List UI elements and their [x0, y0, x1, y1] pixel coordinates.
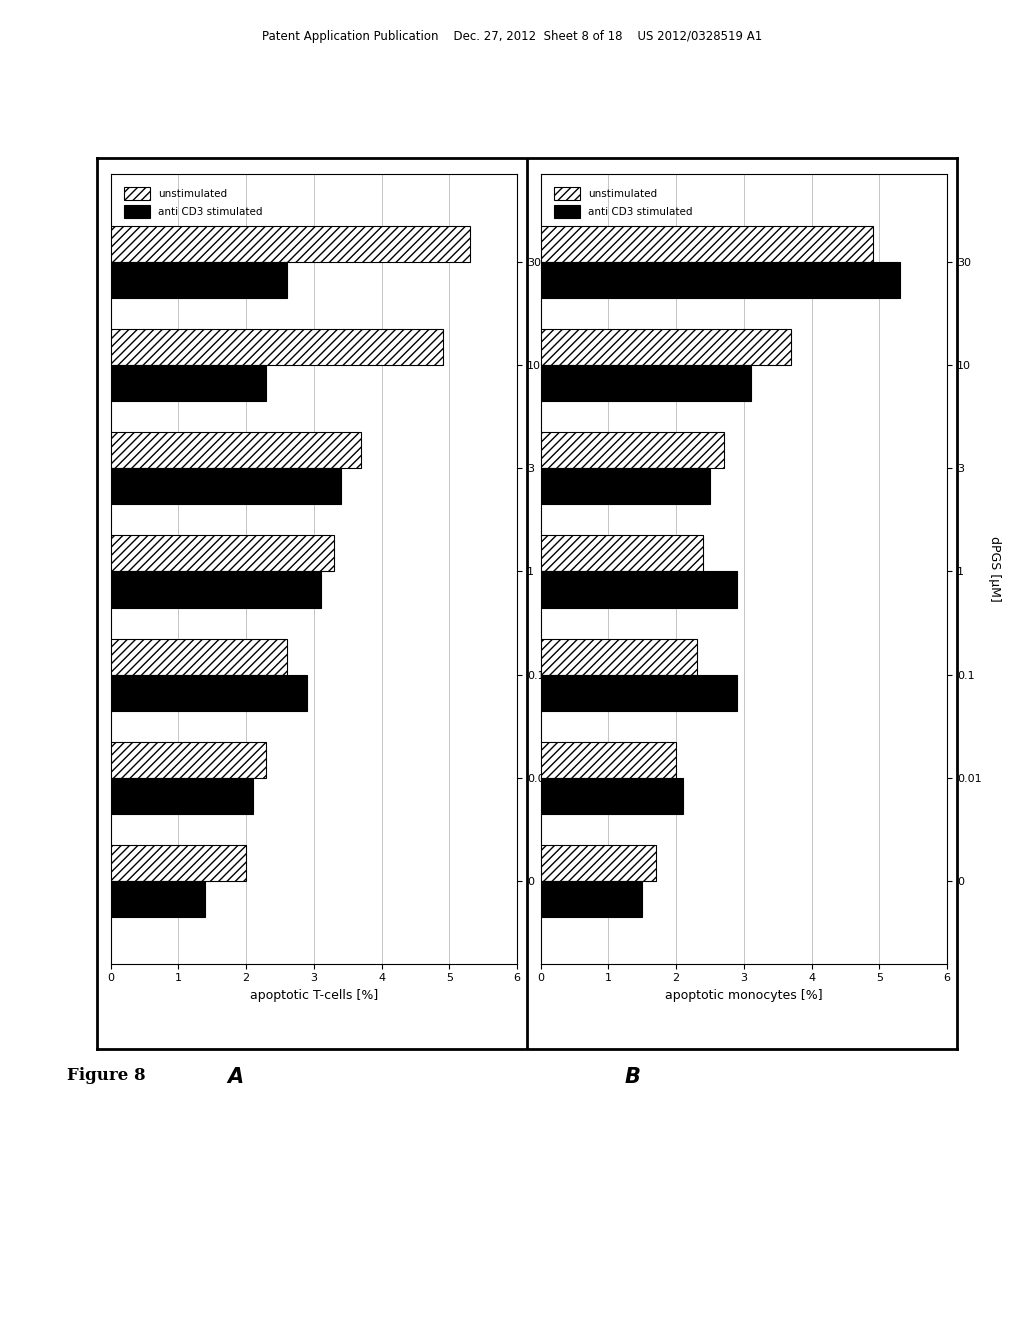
Bar — [111, 536, 334, 572]
Bar — [541, 366, 751, 401]
Bar — [541, 469, 710, 504]
Bar — [111, 742, 266, 777]
X-axis label: apoptotic T-cells [%]: apoptotic T-cells [%] — [250, 989, 378, 1002]
Bar — [111, 469, 341, 504]
Bar — [111, 675, 307, 710]
Legend: unstimulated, anti CD3 stimulated: unstimulated, anti CD3 stimulated — [120, 183, 267, 222]
Bar — [111, 880, 206, 917]
X-axis label: apoptotic monocytes [%]: apoptotic monocytes [%] — [666, 989, 822, 1002]
Bar — [541, 742, 676, 777]
Bar — [111, 329, 442, 366]
Y-axis label: dPGS [μM]: dPGS [μM] — [558, 536, 571, 602]
Bar — [111, 639, 287, 675]
Bar — [111, 432, 361, 469]
Bar — [541, 639, 696, 675]
Text: B: B — [625, 1067, 641, 1086]
Bar — [541, 675, 737, 710]
Bar — [111, 261, 287, 298]
Bar — [541, 432, 724, 469]
Bar — [541, 880, 642, 917]
Bar — [541, 261, 900, 298]
Bar — [541, 536, 703, 572]
Text: A: A — [227, 1067, 244, 1086]
Bar — [111, 572, 321, 607]
Bar — [541, 572, 737, 607]
Legend: unstimulated, anti CD3 stimulated: unstimulated, anti CD3 stimulated — [550, 183, 697, 222]
Bar — [111, 226, 470, 261]
Bar — [111, 777, 253, 814]
Y-axis label: dPGS [μM]: dPGS [μM] — [988, 536, 1001, 602]
Bar — [541, 845, 655, 880]
Text: Patent Application Publication    Dec. 27, 2012  Sheet 8 of 18    US 2012/032851: Patent Application Publication Dec. 27, … — [262, 30, 762, 44]
Text: Figure 8: Figure 8 — [67, 1067, 145, 1084]
Bar — [541, 777, 683, 814]
Bar — [111, 845, 246, 880]
Bar — [541, 226, 872, 261]
Bar — [111, 366, 266, 401]
Bar — [541, 329, 792, 366]
